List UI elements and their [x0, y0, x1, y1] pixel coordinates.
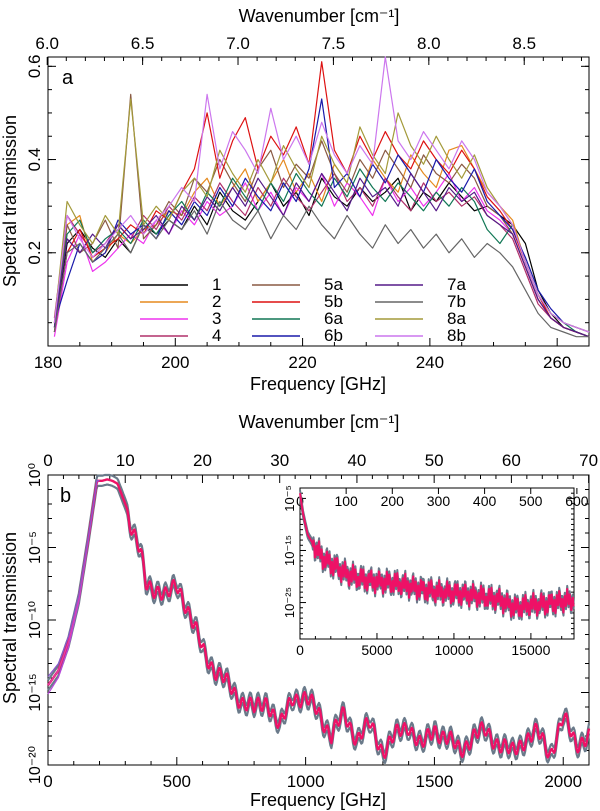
panel-a: Wavenumber [cm⁻¹] a 180 200 220 240 260 6.0 6.…	[0, 6, 590, 394]
panel-a-x-tick-label: 200	[161, 353, 189, 372]
legend-label-7b: 7b	[447, 292, 466, 311]
panel-a-top-tick-label: 8.0	[417, 34, 441, 53]
panel-b-x-tick-label: 0	[43, 772, 52, 791]
panel-b-top-tick-label: 30	[270, 451, 289, 470]
inset-top-tick-label: 300	[427, 493, 451, 509]
legend-label-5b: 5b	[324, 292, 343, 311]
legend-label-6b: 6b	[324, 326, 343, 345]
panel-b-top-tick-label: 10	[116, 451, 135, 470]
panel-a-y-tick-label: 0.2	[25, 241, 44, 265]
panel-b-x-tick-label: 1000	[287, 772, 325, 791]
series-line-8b	[53, 56, 590, 333]
inset-y-tick-label: 10⁻⁵	[282, 485, 297, 512]
inset-top-tick-label: 600	[565, 493, 589, 509]
panel-a-top-tick-label: 8.5	[512, 34, 536, 53]
legend-label-6a: 6a	[324, 309, 343, 328]
panel-b-top-axis-label: Wavenumber [cm⁻¹]	[239, 412, 400, 432]
legend-label-3: 3	[212, 309, 221, 328]
series-line-4	[53, 172, 590, 338]
panel-a-top-tick-label: 6.5	[131, 34, 155, 53]
panel-b-y-tick-label: 10⁰	[27, 463, 44, 487]
panel-a-top-axis-label: Wavenumber [cm⁻¹]	[239, 6, 400, 26]
panel-b-y-axis-label: Spectral transmission	[0, 532, 20, 704]
panel-b-label: b	[60, 485, 71, 507]
panel-b-envelope-line	[47, 478, 591, 759]
panel-b-x-tick-label: 1500	[416, 772, 454, 791]
panel-b-y-tick-label: 10⁻¹⁵	[27, 673, 44, 711]
inset-envelope-line	[299, 493, 575, 618]
panel-a-y-tick-label: 0.4	[25, 148, 44, 172]
panel-b-top-tick-label: 0	[43, 451, 52, 470]
panel-b-top-tick-label: 50	[425, 451, 444, 470]
panel-a-top-tick-label: 7.0	[226, 34, 250, 53]
inset-series-lines	[299, 489, 575, 621]
inset-y-tick-label: 10⁻²⁵	[282, 587, 297, 618]
panel-b-series-lines	[47, 473, 591, 765]
legend-label-7a: 7a	[447, 275, 466, 294]
panel-b-y-tick-label: 10⁻¹⁰	[27, 601, 44, 639]
panel-a-y-tick-label: 0.6	[25, 55, 44, 79]
panel-b-top-tick-label: 60	[502, 451, 521, 470]
panel-b-top-tick-label: 20	[193, 451, 212, 470]
inset-top-tick-label: 100	[334, 493, 358, 509]
panel-a-x-tick-label: 220	[288, 353, 316, 372]
panel-a-x-tick-label: 240	[416, 353, 444, 372]
series-line-3	[53, 172, 590, 338]
panel-a-x-axis-label: Frequency [GHz]	[250, 374, 386, 394]
panel-a-label: a	[62, 67, 74, 89]
series-line-6a	[53, 168, 590, 338]
panel-b-y-tick-label: 10⁻⁵	[27, 531, 44, 564]
panel-a-x-tick-label: 180	[34, 353, 62, 372]
legend-label-5a: 5a	[324, 275, 343, 294]
inset-plot-frame	[299, 487, 575, 640]
panel-a-top-tick-label: 7.5	[322, 34, 346, 53]
panel-a-series-lines	[53, 56, 590, 338]
legend-label-4: 4	[212, 326, 221, 345]
legend-label-8b: 8b	[447, 326, 466, 345]
panel-b-y-tick-label: 10⁻²⁰	[27, 746, 44, 784]
inset-y-tick-label: 10⁻¹⁵	[282, 535, 297, 566]
legend-label-8a: 8a	[447, 309, 466, 328]
inset-x-tick-label: 0	[296, 642, 304, 658]
panel-a-y-axis-label: Spectral transmission	[0, 115, 20, 287]
legend-label-2: 2	[212, 292, 221, 311]
panel-b-x-axis-label: Frequency [GHz]	[250, 790, 386, 810]
panel-a-ticks: 180 200 220 240 260 6.0 6.5 7.0 7.5 8.0 8.5 0.2 0.4 0…	[25, 34, 589, 372]
panel-a-plot-frame	[47, 56, 590, 347]
legend-label-1: 1	[212, 275, 221, 294]
inset-x-tick-label: 10000	[434, 642, 473, 658]
series-line-7a	[53, 172, 590, 338]
inset-top-tick-label: 500	[519, 493, 543, 509]
inset-top-tick-label: 200	[381, 493, 405, 509]
inset-x-tick-label: 15000	[511, 642, 550, 658]
panel-b-low-freq-filter-line	[47, 479, 100, 677]
panel-b-x-tick-label: 2000	[544, 772, 582, 791]
panel-b-top-tick-label: 70	[579, 451, 598, 470]
inset-top-tick-label: 400	[473, 493, 497, 509]
panel-b-x-tick-label: 500	[163, 772, 191, 791]
inset-x-tick-label: 5000	[361, 642, 392, 658]
panel-a-top-tick-label: 6.0	[35, 34, 59, 53]
panel-b-top-tick-label: 40	[347, 451, 366, 470]
panel-a-x-tick-label: 260	[543, 353, 571, 372]
